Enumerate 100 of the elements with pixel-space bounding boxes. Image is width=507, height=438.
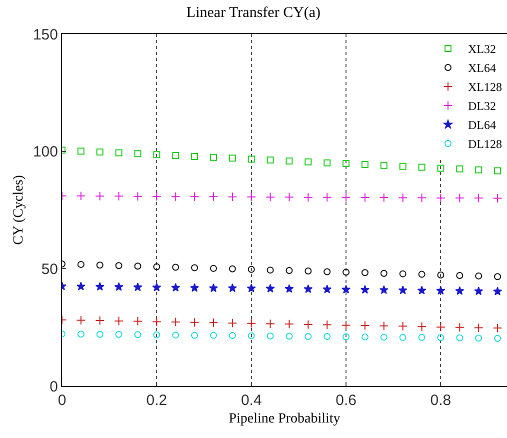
point bbox=[360, 320, 370, 330]
y-tick-label: 150 bbox=[32, 26, 58, 44]
point bbox=[133, 316, 142, 326]
point bbox=[454, 193, 464, 203]
point bbox=[494, 334, 502, 342]
y-tick-label: 50 bbox=[41, 260, 58, 278]
point bbox=[437, 334, 444, 342]
point bbox=[96, 330, 104, 338]
x-tick-label: 0.4 bbox=[240, 392, 262, 409]
point bbox=[456, 272, 464, 279]
point bbox=[475, 334, 482, 342]
point bbox=[360, 192, 370, 202]
point bbox=[153, 263, 160, 270]
point bbox=[303, 320, 313, 330]
point bbox=[134, 150, 142, 158]
point bbox=[341, 320, 351, 330]
point bbox=[115, 149, 122, 156]
point bbox=[153, 331, 160, 338]
legend-label: XL32 bbox=[468, 42, 496, 56]
point bbox=[474, 323, 484, 332]
point bbox=[494, 273, 502, 280]
point bbox=[266, 266, 274, 274]
point bbox=[474, 286, 484, 296]
point bbox=[114, 191, 124, 201]
x-tick-label: 0.8 bbox=[430, 392, 452, 409]
point bbox=[77, 330, 84, 338]
point bbox=[190, 192, 200, 202]
point bbox=[208, 192, 218, 202]
point bbox=[248, 332, 255, 340]
x-tick-label: 0.2 bbox=[146, 392, 168, 409]
point bbox=[284, 284, 294, 293]
point bbox=[342, 160, 350, 168]
point bbox=[152, 317, 162, 326]
point bbox=[284, 192, 294, 202]
point bbox=[361, 333, 368, 340]
point bbox=[492, 194, 502, 203]
point bbox=[417, 286, 426, 294]
point bbox=[248, 266, 255, 273]
point bbox=[76, 316, 86, 325]
point bbox=[455, 286, 464, 295]
point bbox=[172, 264, 180, 271]
point bbox=[286, 157, 293, 164]
point bbox=[266, 156, 274, 164]
point bbox=[266, 332, 274, 340]
point bbox=[96, 148, 104, 156]
point bbox=[436, 193, 446, 203]
point bbox=[228, 332, 236, 340]
point bbox=[210, 332, 217, 339]
point bbox=[380, 334, 388, 341]
point bbox=[324, 159, 331, 166]
point bbox=[437, 164, 444, 172]
point bbox=[152, 192, 162, 202]
x-axis-title: Pipeline Probability bbox=[228, 411, 340, 426]
point bbox=[248, 156, 255, 163]
point bbox=[322, 320, 332, 330]
point bbox=[322, 284, 332, 294]
point bbox=[133, 192, 142, 202]
point bbox=[191, 332, 198, 339]
point bbox=[286, 332, 293, 340]
y-tick-label: 0 bbox=[50, 378, 58, 396]
point bbox=[436, 322, 446, 332]
point bbox=[172, 152, 180, 160]
point bbox=[95, 191, 105, 201]
point bbox=[417, 322, 426, 332]
point bbox=[342, 333, 350, 340]
point bbox=[134, 331, 142, 338]
point bbox=[191, 264, 198, 272]
point bbox=[115, 330, 122, 338]
legend-label: XL128 bbox=[468, 80, 502, 94]
point bbox=[76, 191, 86, 201]
point bbox=[398, 321, 408, 331]
point bbox=[494, 167, 502, 174]
point bbox=[399, 162, 406, 170]
point bbox=[228, 154, 236, 162]
point bbox=[361, 269, 368, 276]
point bbox=[324, 268, 331, 276]
point bbox=[170, 317, 180, 327]
point bbox=[208, 318, 218, 328]
point bbox=[418, 164, 426, 171]
point bbox=[114, 282, 124, 291]
point bbox=[95, 282, 104, 291]
point bbox=[437, 272, 444, 278]
point bbox=[190, 318, 200, 328]
point bbox=[361, 160, 368, 168]
point bbox=[246, 192, 256, 202]
chart-title: Linear Transfer CY(a) bbox=[186, 5, 321, 22]
point bbox=[379, 192, 389, 202]
point bbox=[399, 334, 406, 341]
point bbox=[115, 262, 122, 270]
point bbox=[266, 319, 275, 329]
point bbox=[77, 148, 84, 155]
point bbox=[398, 193, 408, 202]
legend-label: XL64 bbox=[468, 61, 496, 76]
point bbox=[436, 286, 446, 295]
point bbox=[246, 318, 256, 328]
point bbox=[360, 285, 370, 294]
point bbox=[379, 321, 389, 331]
point bbox=[399, 270, 406, 278]
point bbox=[172, 332, 180, 339]
point bbox=[152, 282, 162, 292]
